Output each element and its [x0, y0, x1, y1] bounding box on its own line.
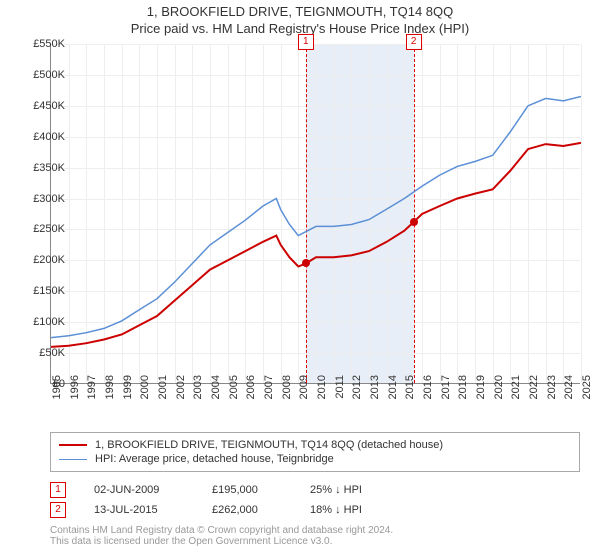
sale-marker-2: 2: [50, 502, 66, 518]
footer-line-1: Contains HM Land Registry data © Crown c…: [50, 525, 393, 536]
chart-title: 1, BROOKFIELD DRIVE, TEIGNMOUTH, TQ14 8Q…: [0, 4, 600, 19]
sale-price-2: £262,000: [212, 504, 282, 516]
sales-table: 1 02-JUN-2009 £195,000 25% ↓ HPI 2 13-JU…: [50, 478, 400, 522]
sale-marker-1: 1: [50, 482, 66, 498]
legend-item-hpi: HPI: Average price, detached house, Teig…: [59, 453, 571, 465]
series-line-property: [51, 143, 581, 347]
plot-region: 1995199619971998199920002001200220032004…: [50, 44, 580, 384]
chart-area: 1995199619971998199920002001200220032004…: [50, 44, 580, 384]
sale-point-1: [302, 259, 310, 267]
sale-diff-1: 25% ↓ HPI: [310, 484, 400, 496]
legend-label-hpi: HPI: Average price, detached house, Teig…: [95, 453, 334, 465]
sale-diff-2: 18% ↓ HPI: [310, 504, 400, 516]
series-line-hpi: [51, 97, 581, 338]
legend-swatch-hpi: [59, 459, 87, 460]
sale-row-1: 1 02-JUN-2009 £195,000 25% ↓ HPI: [50, 482, 400, 498]
line-layer: [51, 44, 581, 384]
chart-container: 1, BROOKFIELD DRIVE, TEIGNMOUTH, TQ14 8Q…: [0, 0, 600, 560]
footer-attribution: Contains HM Land Registry data © Crown c…: [50, 525, 393, 547]
legend-item-property: 1, BROOKFIELD DRIVE, TEIGNMOUTH, TQ14 8Q…: [59, 439, 571, 451]
sale-date-2: 13-JUL-2015: [94, 504, 184, 516]
title-block: 1, BROOKFIELD DRIVE, TEIGNMOUTH, TQ14 8Q…: [0, 0, 600, 36]
gridline-v: [581, 44, 582, 383]
x-tick-label: 2025: [581, 375, 593, 399]
legend-box: 1, BROOKFIELD DRIVE, TEIGNMOUTH, TQ14 8Q…: [50, 432, 580, 472]
sale-price-1: £195,000: [212, 484, 282, 496]
footer-line-2: This data is licensed under the Open Gov…: [50, 536, 393, 547]
legend-swatch-property: [59, 444, 87, 446]
sale-marker-box-2: 2: [406, 34, 422, 50]
sale-marker-box-1: 1: [298, 34, 314, 50]
sale-row-2: 2 13-JUL-2015 £262,000 18% ↓ HPI: [50, 502, 400, 518]
sale-date-1: 02-JUN-2009: [94, 484, 184, 496]
legend-label-property: 1, BROOKFIELD DRIVE, TEIGNMOUTH, TQ14 8Q…: [95, 439, 443, 451]
sale-point-2: [410, 218, 418, 226]
